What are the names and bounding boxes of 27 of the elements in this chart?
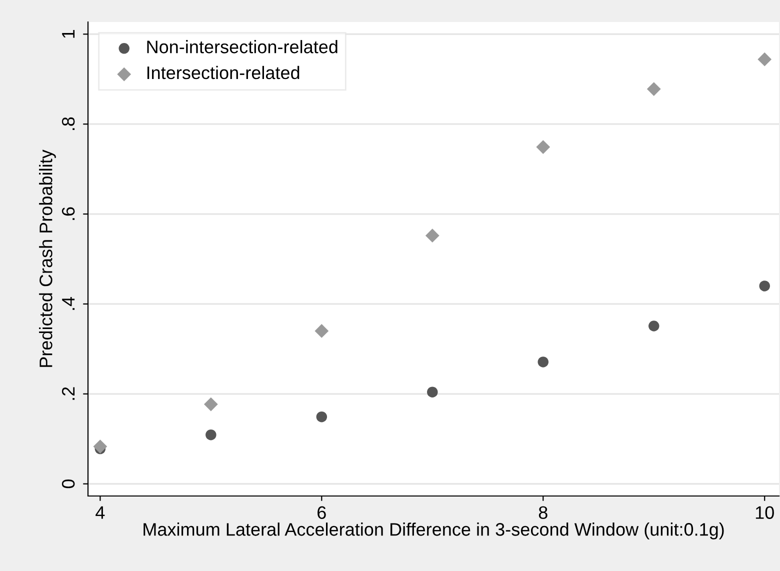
x-axis-title: Maximum Lateral Acceleration Difference in 3-second Window (unit:0.1g) xyxy=(144,522,724,540)
point xyxy=(427,386,438,398)
point xyxy=(316,411,328,422)
point xyxy=(538,356,549,368)
point xyxy=(758,52,772,66)
point xyxy=(648,320,660,332)
x-tick-label: 6 xyxy=(318,506,326,519)
y-tick-label: 1 xyxy=(62,30,75,38)
legend-label: Non-intersection-related xyxy=(147,40,338,54)
point xyxy=(204,397,218,412)
point xyxy=(536,140,550,154)
y-axis-title: Predicted Crash Probability xyxy=(39,150,56,367)
point xyxy=(206,429,216,440)
point xyxy=(646,82,661,96)
x-tick-label: 8 xyxy=(538,506,548,519)
point xyxy=(759,280,770,292)
legend-label: Intersection-related xyxy=(147,66,300,80)
y-tick-label: .8 xyxy=(62,117,75,130)
x-tick-label: 10 xyxy=(756,506,774,519)
y-tick-label: 0 xyxy=(62,480,75,488)
x-tick-label: 4 xyxy=(96,506,105,519)
point xyxy=(425,228,440,243)
point xyxy=(314,324,329,338)
y-tick-label: .4 xyxy=(62,296,75,310)
y-tick-label: .2 xyxy=(62,387,75,400)
y-tick-label: .6 xyxy=(62,207,75,220)
point xyxy=(93,440,108,454)
